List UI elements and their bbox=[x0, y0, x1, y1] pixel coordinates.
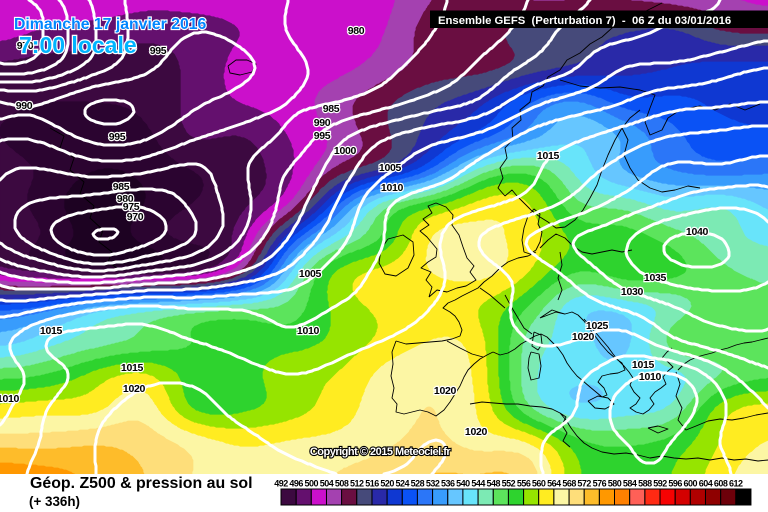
svg-text:1040: 1040 bbox=[686, 226, 709, 238]
svg-text:576: 576 bbox=[593, 479, 607, 489]
svg-text:536: 536 bbox=[441, 479, 455, 489]
svg-text:544: 544 bbox=[471, 479, 485, 489]
svg-text:572: 572 bbox=[577, 479, 591, 489]
svg-text:612: 612 bbox=[729, 479, 743, 489]
svg-text:1025: 1025 bbox=[586, 320, 609, 332]
svg-text:552: 552 bbox=[502, 479, 516, 489]
svg-text:Géop. Z500 & pression au sol: Géop. Z500 & pression au sol bbox=[30, 475, 253, 492]
svg-text:512: 512 bbox=[350, 479, 364, 489]
svg-text:1015: 1015 bbox=[537, 150, 560, 162]
svg-text:980: 980 bbox=[117, 193, 134, 205]
svg-text:580: 580 bbox=[608, 479, 622, 489]
svg-text:985: 985 bbox=[113, 181, 130, 193]
svg-text:990: 990 bbox=[314, 117, 331, 129]
svg-text:500: 500 bbox=[305, 479, 319, 489]
svg-text:492: 492 bbox=[274, 479, 288, 489]
svg-text:985: 985 bbox=[323, 103, 340, 115]
svg-text:528: 528 bbox=[411, 479, 425, 489]
svg-text:Dimanche 17 janvier 2016: Dimanche 17 janvier 2016 bbox=[14, 16, 207, 33]
svg-text:995: 995 bbox=[314, 130, 331, 142]
svg-text:524: 524 bbox=[396, 479, 410, 489]
svg-text:1030: 1030 bbox=[621, 286, 644, 298]
svg-text:560: 560 bbox=[532, 479, 546, 489]
svg-text:7:00 locale: 7:00 locale bbox=[19, 32, 137, 58]
svg-text:564: 564 bbox=[547, 479, 561, 489]
svg-text:584: 584 bbox=[623, 479, 637, 489]
svg-text:970: 970 bbox=[17, 40, 34, 52]
svg-text:1010: 1010 bbox=[381, 182, 404, 194]
svg-text:1020: 1020 bbox=[123, 383, 146, 395]
svg-text:975: 975 bbox=[123, 201, 140, 213]
svg-text:1005: 1005 bbox=[299, 268, 322, 280]
svg-text:556: 556 bbox=[517, 479, 531, 489]
svg-text:1010: 1010 bbox=[639, 371, 662, 383]
svg-text:Ensemble GEFS (Perturbation 7: Ensemble GEFS (Perturbation 7) - 06 Z du… bbox=[438, 15, 731, 27]
svg-text:516: 516 bbox=[365, 479, 379, 489]
svg-text:Copyright © 2015 Meteociel.fr: Copyright © 2015 Meteociel.fr bbox=[310, 446, 452, 458]
svg-text:604: 604 bbox=[699, 479, 713, 489]
svg-text:532: 532 bbox=[426, 479, 440, 489]
svg-text:600: 600 bbox=[684, 479, 698, 489]
svg-text:1020: 1020 bbox=[465, 426, 488, 438]
svg-text:970: 970 bbox=[127, 211, 144, 223]
svg-text:496: 496 bbox=[289, 479, 303, 489]
svg-text:1015: 1015 bbox=[632, 359, 655, 371]
svg-text:1000: 1000 bbox=[334, 145, 357, 157]
svg-text:980: 980 bbox=[348, 25, 365, 37]
svg-text:596: 596 bbox=[668, 479, 682, 489]
svg-text:1035: 1035 bbox=[644, 272, 667, 284]
svg-text:1015: 1015 bbox=[121, 362, 144, 374]
svg-text:990: 990 bbox=[16, 100, 33, 112]
svg-text:995: 995 bbox=[150, 45, 167, 57]
svg-text:1020: 1020 bbox=[572, 331, 595, 343]
svg-text:608: 608 bbox=[714, 479, 728, 489]
svg-text:588: 588 bbox=[638, 479, 652, 489]
svg-text:1020: 1020 bbox=[434, 385, 457, 397]
svg-text:520: 520 bbox=[380, 479, 394, 489]
svg-text:548: 548 bbox=[487, 479, 501, 489]
svg-text:540: 540 bbox=[456, 479, 470, 489]
svg-text:(+ 336h): (+ 336h) bbox=[29, 494, 80, 509]
svg-text:1010: 1010 bbox=[0, 393, 20, 405]
svg-text:504: 504 bbox=[320, 479, 334, 489]
svg-text:568: 568 bbox=[562, 479, 576, 489]
svg-text:592: 592 bbox=[653, 479, 667, 489]
svg-text:1010: 1010 bbox=[297, 325, 320, 337]
svg-text:1015: 1015 bbox=[40, 325, 63, 337]
svg-text:508: 508 bbox=[335, 479, 349, 489]
svg-text:995: 995 bbox=[109, 131, 126, 143]
svg-text:1005: 1005 bbox=[379, 162, 402, 174]
